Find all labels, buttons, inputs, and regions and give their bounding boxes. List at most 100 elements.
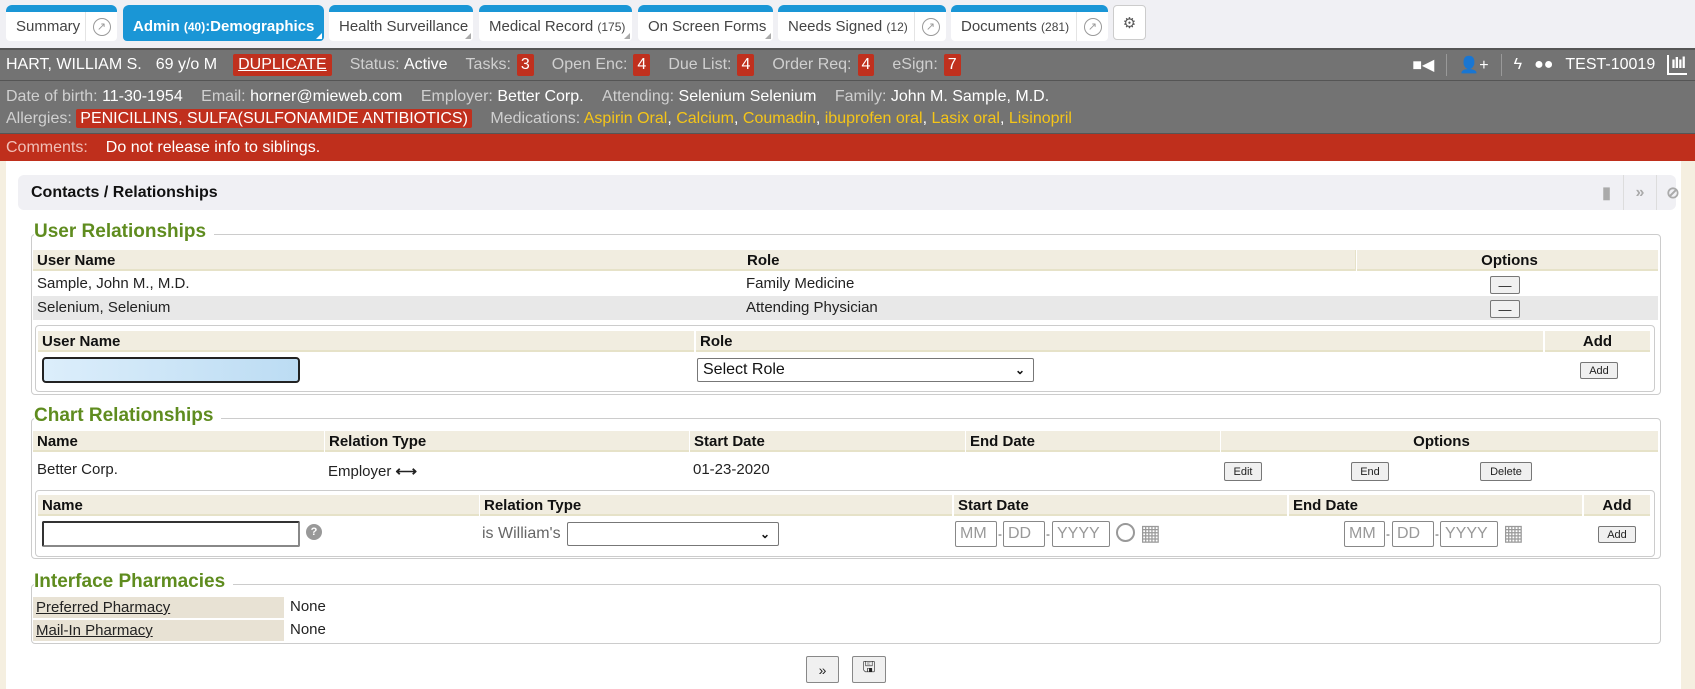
due-list-badge[interactable]: 4 (737, 54, 755, 76)
popout-button[interactable]: ↗ (914, 12, 946, 41)
preferred-pharmacy-link[interactable]: Preferred Pharmacy (33, 597, 284, 618)
patient-bar: HART, WILLIAM S. 69 y/o M DUPLICATE Stat… (0, 48, 1695, 81)
column-header: User Name (38, 331, 694, 352)
lightning-icon[interactable]: ϟ (1513, 55, 1523, 73)
medication[interactable]: Lisinopril (1008, 110, 1072, 127)
save-button[interactable]: 🖫 (852, 656, 886, 683)
tab-medical-record[interactable]: Medical Record (175) (479, 5, 632, 41)
role-select[interactable]: Select Role ⌄ (697, 358, 1034, 382)
add-chart-relationship-button[interactable]: Add (1598, 526, 1636, 543)
demographics-row-1: Date of birth: 11-30-1954 Email: horner@… (6, 86, 1689, 108)
settings-button[interactable]: ⚙ (1113, 5, 1146, 40)
medication[interactable]: Aspirin Oral (583, 110, 668, 127)
tasks-badge[interactable]: 3 (516, 54, 534, 76)
order-req-badge[interactable]: 4 (857, 54, 875, 76)
dropdown-corner-icon (765, 33, 771, 39)
user-name-cell: Sample, John M., M.D. (37, 275, 190, 292)
dropdown-corner-icon (465, 33, 471, 39)
bar-chart-icon[interactable]: ıIıl (1667, 54, 1687, 75)
column-header: Add (1584, 495, 1650, 516)
remove-user-button[interactable]: — (1490, 300, 1520, 318)
tab-count: (281) (1041, 19, 1070, 34)
tab-label: Documents (961, 18, 1037, 35)
tab-needs-signed[interactable]: Needs Signed (12) ↗ (778, 5, 946, 41)
book-icon[interactable]: ▮ (1602, 184, 1611, 202)
start-date-cell: 01-23-2020 (693, 461, 770, 478)
tab-suffix: :Demographics (205, 18, 315, 35)
disable-icon[interactable]: ⊘ (1656, 175, 1689, 210)
end-day-input[interactable]: DD (1392, 521, 1434, 547)
users-icon[interactable]: ●● (1534, 55, 1554, 73)
popout-button[interactable]: ↗ (1076, 12, 1108, 41)
dob-value: 11-30-1954 (102, 88, 183, 105)
role-cell: Attending Physician (746, 299, 878, 316)
open-enc-badge[interactable]: 4 (633, 54, 651, 76)
user-name-input[interactable] (42, 357, 300, 383)
mail-in-pharmacy-link[interactable]: Mail-In Pharmacy (33, 620, 284, 641)
tab-health-surveillance[interactable]: Health Surveillance (329, 5, 473, 41)
start-year-input[interactable]: YYYY (1052, 521, 1110, 547)
delete-button[interactable]: Delete (1480, 462, 1532, 481)
medication[interactable]: ibuprofen oral (824, 110, 923, 127)
start-day-input[interactable]: DD (1003, 521, 1045, 547)
end-year-input[interactable]: YYYY (1440, 521, 1498, 547)
column-header: User Name (33, 250, 743, 271)
popout-button[interactable]: ↗ (85, 12, 117, 41)
expand-button[interactable]: » (806, 656, 839, 683)
double-chevron-down-icon: » (818, 661, 827, 678)
column-header: Role (743, 250, 1356, 271)
calendar-icon[interactable]: ▦ (1503, 520, 1524, 545)
edit-button[interactable]: Edit (1224, 462, 1262, 481)
date-separator: - (1386, 527, 1390, 541)
esign-label: eSign: (892, 56, 938, 73)
tab-on-screen-forms[interactable]: On Screen Forms (638, 5, 773, 41)
column-header: Role (696, 331, 1543, 352)
medication[interactable]: Calcium (676, 110, 735, 127)
video-camera-icon[interactable]: ■◀ (1412, 56, 1435, 74)
calendar-icon[interactable]: ▦ (1140, 520, 1161, 545)
name-input[interactable] (42, 521, 300, 547)
help-icon[interactable]: ? (306, 524, 322, 540)
remove-user-button[interactable]: — (1490, 276, 1520, 294)
add-user-icon[interactable]: 👤+ (1459, 56, 1489, 74)
name-cell: Better Corp. (37, 461, 118, 478)
add-user-button[interactable]: Add (1580, 362, 1618, 379)
relation-value: Employer (328, 463, 392, 480)
right-margin (1681, 161, 1695, 689)
esign-badge[interactable]: 7 (943, 54, 961, 76)
clock-icon[interactable] (1116, 523, 1135, 542)
preferred-pharmacy-value: None (290, 598, 326, 615)
tab-documents[interactable]: Documents (281) ↗ (951, 5, 1108, 41)
medication[interactable]: Coumadin (742, 110, 816, 127)
relation-type-select[interactable]: ⌄ (567, 522, 779, 546)
collapse-chevron-icon[interactable]: » (1623, 175, 1656, 210)
duplicate-flag[interactable]: DUPLICATE (233, 54, 332, 76)
chevron-down-icon: ⌄ (759, 527, 770, 541)
dropdown-corner-icon (624, 33, 630, 39)
tab-summary[interactable]: Summary ↗ (6, 5, 117, 41)
due-list-label: Due List: (668, 56, 732, 73)
comments-text: Do not release info to siblings. (105, 138, 321, 156)
end-month-input[interactable]: MM (1344, 521, 1385, 547)
tab-admin-demographics[interactable]: Admin (40):Demographics (123, 5, 324, 41)
family-label: Family: (834, 88, 887, 105)
tab-label: Summary (16, 18, 81, 35)
comments-bar: Comments: Do not release info to siblings… (0, 134, 1695, 161)
external-link-icon: ↗ (92, 17, 111, 36)
panel-header: Contacts / Relationships ▮ » ⊘ (18, 175, 1680, 210)
demographics-row-2: Allergies: PENICILLINS, SULFA(SULFONAMID… (6, 109, 1072, 128)
external-link-icon: ↗ (1083, 17, 1102, 36)
medication[interactable]: Lasix oral (931, 110, 1000, 127)
tab-count: (175) (597, 19, 626, 34)
mail-in-pharmacy-value: None (290, 621, 326, 638)
column-header: Start Date (954, 495, 1287, 516)
column-header: Options (1357, 250, 1658, 271)
allergies-label: Allergies: (6, 110, 72, 127)
user-relationships-title: User Relationships (34, 221, 215, 243)
end-button[interactable]: End (1351, 462, 1389, 481)
start-month-input[interactable]: MM (955, 521, 997, 547)
status-value: Active (403, 56, 448, 73)
column-header: Relation Type (325, 431, 689, 452)
tab-label: On Screen Forms (648, 18, 767, 35)
date-separator: - (1435, 527, 1439, 541)
